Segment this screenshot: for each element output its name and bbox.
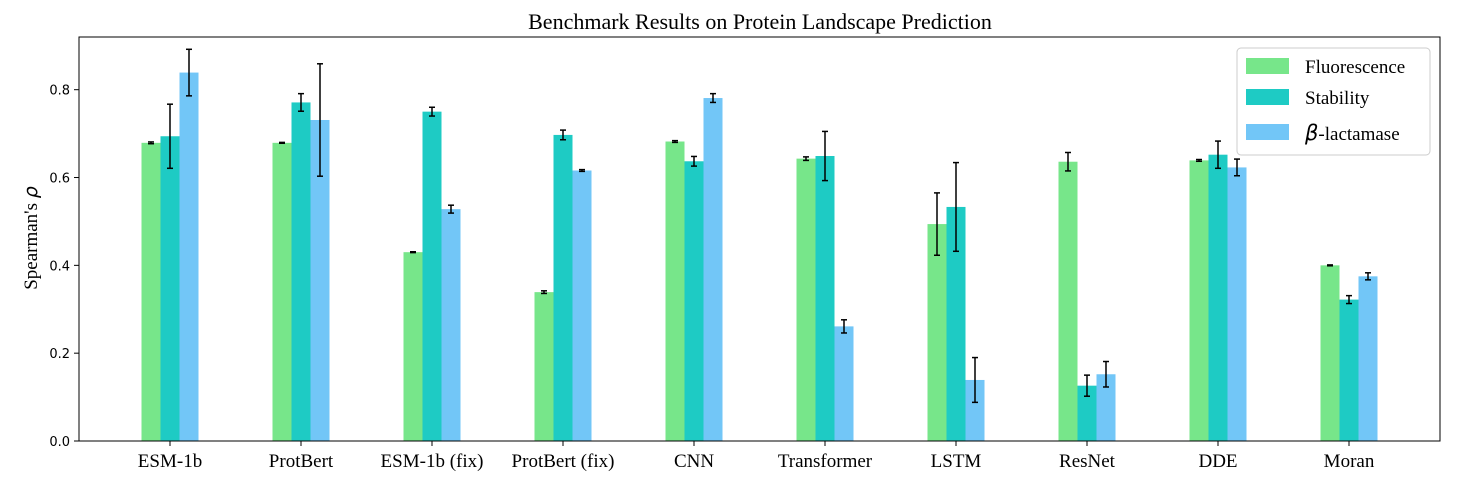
bar-fluorescence-lstm bbox=[927, 224, 947, 441]
legend-swatch-stability bbox=[1246, 89, 1289, 105]
y-tick-label: 0.0 bbox=[49, 435, 70, 450]
y-tick-label: 0.8 bbox=[49, 84, 70, 99]
x-tick-label-esm-1b-fix: ESM-1b (fix) bbox=[381, 451, 484, 472]
x-tick-label-resnet: ResNet bbox=[1059, 451, 1116, 472]
legend: Fluorescence Stability β-lactamase bbox=[1236, 47, 1431, 156]
bar-lactamase-esm-1b bbox=[179, 72, 199, 441]
legend-label-beta-text: -lactamase bbox=[1318, 124, 1399, 145]
legend-label-stability-text: Stability bbox=[1305, 88, 1370, 109]
y-axis-label-text: Spearman's bbox=[21, 198, 42, 290]
x-tick-label-cnn: CNN bbox=[674, 451, 714, 472]
bar-stability-moran bbox=[1339, 299, 1359, 441]
legend-label-fluorescence-text: Fluorescence bbox=[1305, 57, 1405, 78]
x-tick-label-moran: Moran bbox=[1324, 451, 1375, 472]
bar-lactamase-resnet bbox=[1096, 374, 1116, 441]
legend-swatch-fluorescence bbox=[1246, 58, 1289, 74]
x-tick-label-protbert-fix: ProtBert (fix) bbox=[512, 451, 615, 472]
y-tick-label: 0.2 bbox=[49, 347, 70, 362]
x-tick-label-dde: DDE bbox=[1198, 451, 1237, 472]
bar-stability-esm-1b bbox=[160, 136, 180, 442]
bar-stability-cnn bbox=[684, 161, 704, 441]
bar-lactamase-lstm bbox=[965, 379, 985, 441]
bar-fluorescence-moran bbox=[1320, 265, 1340, 441]
legend-swatch-beta-lactamase bbox=[1246, 124, 1289, 140]
bar-fluorescence-transformer bbox=[796, 158, 816, 441]
legend-label-fluorescence: Fluorescence bbox=[1305, 57, 1405, 78]
legend-label-beta-symbol: β bbox=[1304, 121, 1318, 145]
bar-lactamase-transformer bbox=[834, 326, 854, 441]
bar-fluorescence-dde bbox=[1189, 160, 1209, 442]
legend-label-beta-lactamase: β-lactamase bbox=[1304, 121, 1400, 145]
plot-frame bbox=[78, 36, 1441, 442]
bar-fluorescence-protbert-fix bbox=[534, 292, 554, 441]
bar-stability-dde bbox=[1208, 154, 1228, 441]
bar-stability-lstm bbox=[946, 206, 966, 441]
bar-stability-protbert-fix bbox=[553, 134, 573, 441]
y-tick-label: 0.6 bbox=[49, 172, 70, 187]
plot-area: 0.0 0.2 0.4 0.6 0.8 ESM-1b ProtBert ESM-1b (fix… bbox=[49, 48, 1378, 472]
bar-lactamase-protbert-fix bbox=[572, 170, 592, 441]
bar-stability-transformer bbox=[815, 156, 835, 442]
bar-lactamase-protbert bbox=[310, 119, 330, 441]
bar-stability-protbert bbox=[291, 102, 311, 442]
bar-fluorescence-esm-1b-fix bbox=[403, 252, 423, 441]
bar-lactamase-esm-1b-fix bbox=[441, 209, 461, 441]
bar-lactamase-cnn bbox=[703, 98, 723, 442]
bar-fluorescence-cnn bbox=[665, 141, 685, 441]
x-tick-label-transformer: Transformer bbox=[778, 451, 873, 472]
x-tick-label-protbert: ProtBert bbox=[269, 451, 334, 472]
y-axis-label: Spearman's ρ bbox=[20, 186, 42, 290]
bar-fluorescence-resnet bbox=[1058, 161, 1078, 441]
bar-lactamase-moran bbox=[1358, 276, 1378, 441]
y-tick-label: 0.4 bbox=[49, 259, 70, 274]
bar-lactamase-dde bbox=[1227, 167, 1247, 441]
y-axis-label-symbol: ρ bbox=[20, 186, 42, 198]
chart-title: Benchmark Results on Protein Landscape P… bbox=[528, 9, 992, 34]
bar-stability-resnet bbox=[1077, 385, 1097, 441]
bar-fluorescence-esm-1b bbox=[141, 142, 161, 441]
bar-stability-esm-1b-fix bbox=[422, 111, 442, 442]
x-tick-label-lstm: LSTM bbox=[931, 451, 982, 472]
x-tick-label-esm-1b: ESM-1b bbox=[138, 451, 202, 472]
bar-fluorescence-protbert bbox=[272, 142, 292, 441]
legend-label-stability: Stability bbox=[1305, 88, 1370, 109]
